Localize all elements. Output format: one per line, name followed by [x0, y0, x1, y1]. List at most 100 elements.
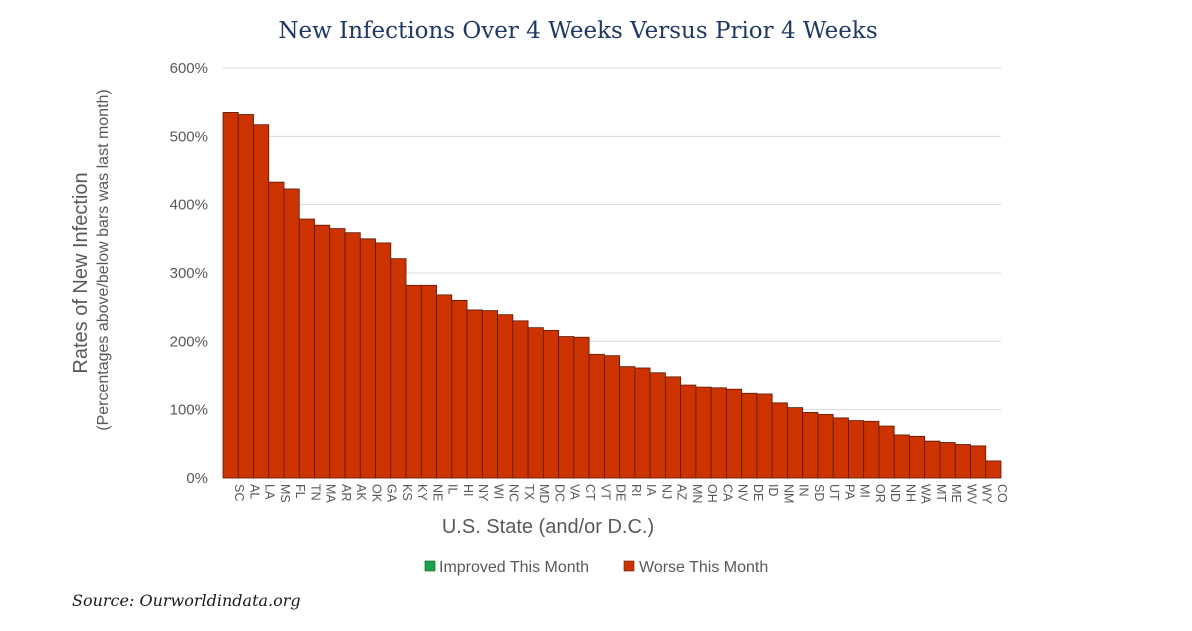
x-tick-label: VT — [598, 484, 612, 500]
x-tick-label: OK — [369, 484, 383, 503]
y-axis-title: Rates of New Infection — [70, 172, 92, 373]
bar — [497, 314, 514, 479]
x-tick-label: WI — [491, 484, 505, 499]
bar — [649, 372, 666, 479]
x-tick-label: HI — [461, 484, 475, 497]
bar — [832, 417, 849, 479]
x-tick-label: OH — [705, 484, 719, 503]
bar — [375, 242, 392, 479]
x-tick-label: NY — [476, 484, 490, 502]
x-tick-label: FL — [293, 484, 307, 499]
bar — [634, 367, 651, 479]
x-tick-label: AL — [247, 484, 261, 499]
bar — [314, 224, 331, 479]
x-tick-label: WA — [919, 484, 933, 504]
x-tick-label: CO — [995, 484, 1009, 503]
bar — [741, 392, 758, 479]
x-tick-label: IN — [797, 484, 811, 497]
bar — [298, 218, 315, 479]
bar — [451, 299, 468, 479]
y-tick-label: 400% — [170, 197, 208, 214]
x-tick-label: SC — [232, 484, 246, 501]
x-tick-label: AZ — [675, 484, 689, 500]
x-tick-label: NH — [903, 484, 917, 502]
x-tick-label: TN — [308, 484, 322, 501]
bar — [268, 181, 285, 479]
bar — [695, 386, 712, 479]
bar — [771, 402, 788, 479]
bar — [222, 112, 239, 479]
x-tick-label: RI — [629, 484, 643, 497]
bar — [970, 445, 987, 479]
bars — [222, 112, 1002, 479]
bar — [512, 320, 529, 479]
x-tick-label: AR — [339, 484, 353, 501]
legend-swatch-improved — [424, 560, 436, 572]
y-axis-subtitle: (Percentages above/below bars was last m… — [95, 89, 112, 431]
bar — [619, 366, 636, 479]
bar — [329, 228, 346, 479]
bar — [726, 388, 743, 479]
bar — [848, 420, 865, 479]
x-tick-label: ME — [949, 484, 963, 503]
x-tick-label: MA — [324, 484, 338, 503]
bar — [436, 294, 453, 479]
bar — [359, 238, 376, 479]
bar — [893, 434, 910, 479]
x-tick-label: DE — [614, 484, 628, 501]
x-tick-label: NV — [736, 484, 750, 502]
y-tick-label: 200% — [170, 333, 208, 350]
y-tick-label: 500% — [170, 128, 208, 145]
x-tick-label: CA — [720, 484, 734, 502]
x-tick-label: MD — [537, 484, 551, 503]
x-tick-label: OR — [873, 484, 887, 503]
bar — [527, 327, 544, 479]
y-axis-ticks: 0% 100% 200% 300% 400% 500% 600% — [170, 60, 208, 487]
legend-swatch-worse — [623, 560, 635, 572]
bar — [542, 329, 559, 479]
x-tick-label: UT — [827, 484, 841, 501]
y-tick-label: 0% — [186, 470, 208, 487]
bar — [344, 232, 361, 479]
x-tick-label: LA — [263, 484, 277, 500]
bar — [481, 310, 498, 479]
x-tick-label: IA — [644, 484, 658, 496]
x-tick-label: ID — [766, 484, 780, 497]
bar — [924, 440, 941, 479]
x-tick-label: MT — [934, 484, 948, 502]
x-tick-label: MN — [690, 484, 704, 503]
bar — [787, 407, 804, 479]
x-tick-label: PA — [842, 484, 856, 500]
x-tick-label: DE — [751, 484, 765, 501]
bar — [756, 393, 773, 479]
x-tick-label: SD — [812, 484, 826, 501]
x-tick-label: DC — [552, 484, 566, 502]
bar — [405, 284, 422, 479]
legend-label-improved: Improved This Month — [439, 559, 589, 576]
bar — [466, 309, 483, 479]
bar — [710, 387, 727, 479]
x-tick-label: NE — [430, 484, 444, 501]
bar — [558, 336, 575, 479]
bar — [802, 411, 819, 479]
bar — [237, 114, 254, 479]
bar — [909, 435, 926, 479]
x-tick-label: MI — [858, 484, 872, 498]
x-tick-label: NC — [507, 484, 521, 502]
legend: Improved This Month Worse This Month — [424, 559, 768, 576]
bar — [420, 284, 437, 479]
chart-title: New Infections Over 4 Weeks Versus Prior… — [278, 18, 877, 44]
bar — [863, 420, 880, 479]
x-tick-label: MS — [278, 484, 292, 503]
x-tick-label: CT — [583, 484, 597, 501]
x-tick-label: NJ — [659, 484, 673, 499]
x-tick-label: KS — [400, 484, 414, 501]
bar — [588, 353, 605, 479]
bar — [664, 376, 682, 479]
x-tick-label: NM — [781, 484, 795, 503]
bar — [283, 188, 300, 479]
x-tick-label: AK — [354, 484, 368, 501]
y-tick-label: 100% — [170, 402, 208, 419]
bar — [680, 384, 697, 479]
x-axis-title: U.S. State (and/or D.C.) — [442, 516, 654, 538]
